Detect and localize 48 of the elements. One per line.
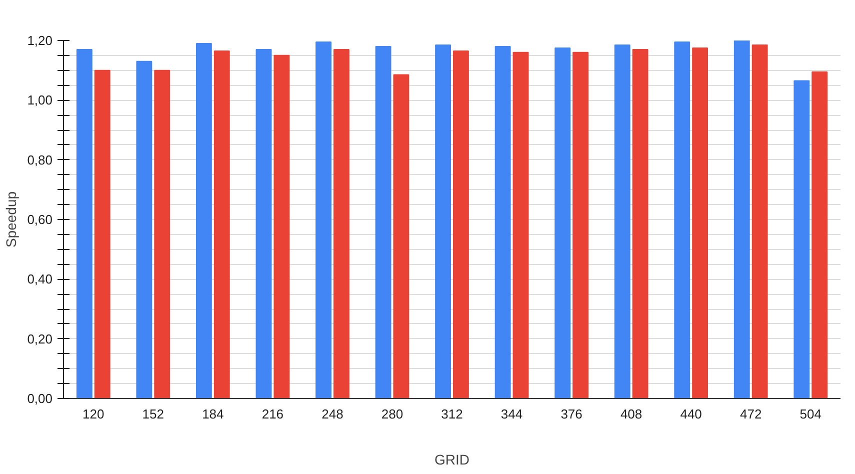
bar — [572, 52, 588, 398]
x-tick-label: 248 — [322, 406, 344, 422]
y-tick-label: 1,00 — [27, 92, 53, 108]
x-tick-label: 184 — [202, 406, 224, 422]
bar — [393, 74, 410, 398]
bar — [512, 52, 529, 398]
bar — [256, 48, 272, 398]
x-tick-label: 152 — [142, 406, 164, 422]
bar — [614, 44, 630, 398]
x-tick-label: 280 — [381, 406, 404, 422]
x-tick-label: 216 — [262, 406, 284, 422]
bar — [494, 46, 511, 398]
x-tick-label: 120 — [82, 406, 104, 422]
x-tick-label: 344 — [500, 406, 523, 422]
bar — [812, 71, 828, 398]
x-tick-label: 504 — [800, 406, 822, 422]
bar — [674, 41, 690, 398]
bar — [136, 60, 152, 398]
y-tick-label: 1,20 — [27, 33, 53, 48]
x-tick-label: 408 — [620, 406, 642, 422]
x-tick-label: 472 — [740, 406, 762, 422]
bar — [554, 47, 571, 398]
x-axis-title: GRID — [434, 452, 470, 468]
bar — [452, 50, 469, 398]
bar — [632, 48, 648, 398]
y-tick-label: 0,80 — [27, 152, 53, 168]
bar — [154, 70, 170, 398]
bar — [333, 48, 350, 398]
bar — [375, 46, 392, 398]
bar — [274, 54, 290, 398]
y-tick-label: 0,60 — [27, 212, 53, 227]
bar — [316, 41, 332, 398]
bar — [435, 44, 452, 398]
y-tick-label: 0,20 — [27, 331, 53, 346]
y-tick-label: 0,40 — [27, 272, 53, 287]
bar — [76, 48, 92, 398]
x-tick-label: 440 — [680, 406, 702, 422]
x-tick-label: 376 — [560, 406, 582, 422]
x-tick-label: 312 — [441, 406, 463, 422]
bar — [214, 50, 230, 398]
bar — [94, 70, 110, 398]
bar — [196, 42, 212, 398]
bar — [794, 80, 810, 398]
y-axis-title: Speedup — [3, 191, 20, 248]
y-tick-label: 0,00 — [27, 391, 53, 406]
bar — [692, 47, 708, 398]
bar — [752, 44, 768, 398]
bar — [734, 40, 750, 398]
